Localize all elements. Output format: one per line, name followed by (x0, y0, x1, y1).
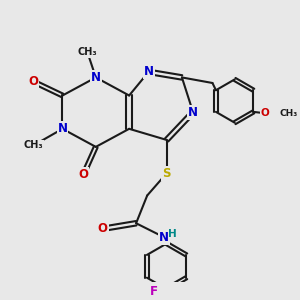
Text: N: N (144, 65, 154, 78)
Text: N: N (188, 106, 198, 119)
Text: O: O (261, 108, 269, 118)
Text: O: O (98, 222, 108, 235)
Text: O: O (78, 168, 88, 181)
Text: H: H (168, 230, 177, 239)
Text: N: N (159, 231, 169, 244)
Text: O: O (28, 75, 38, 88)
Text: F: F (150, 285, 158, 298)
Text: N: N (58, 122, 68, 135)
Text: S: S (162, 167, 171, 180)
Text: CH₃: CH₃ (280, 109, 298, 118)
Text: CH₃: CH₃ (23, 140, 43, 151)
Text: CH₃: CH₃ (78, 47, 97, 57)
Text: N: N (91, 71, 101, 84)
